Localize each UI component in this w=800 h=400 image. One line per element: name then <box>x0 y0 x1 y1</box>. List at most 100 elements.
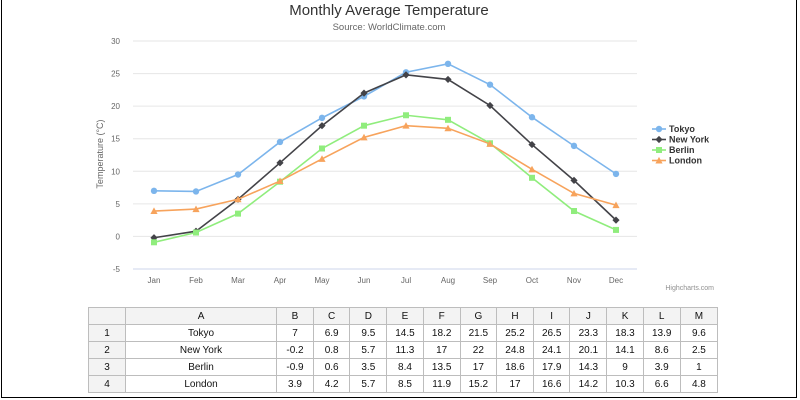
column-header[interactable]: D <box>349 307 388 325</box>
table-cell[interactable]: 9 <box>606 358 644 376</box>
table-cell[interactable]: 5.7 <box>349 341 388 359</box>
table-cell[interactable]: 24.8 <box>495 341 535 359</box>
table-cell[interactable]: 24.1 <box>533 341 571 359</box>
column-header[interactable]: B <box>275 307 315 325</box>
data-point[interactable] <box>192 188 200 195</box>
table-cell[interactable]: -0.9 <box>275 358 315 376</box>
data-point[interactable] <box>192 205 200 213</box>
data-point[interactable] <box>528 140 536 149</box>
data-point[interactable] <box>570 176 578 185</box>
data-point[interactable] <box>613 226 619 233</box>
data-point[interactable] <box>445 116 451 123</box>
table-cell[interactable]: 17 <box>422 341 461 359</box>
data-point[interactable] <box>193 229 199 236</box>
data-point[interactable] <box>150 187 158 195</box>
data-point[interactable] <box>360 89 368 97</box>
column-header[interactable]: A <box>125 307 277 325</box>
table-cell[interactable]: 21.5 <box>459 324 497 342</box>
table-cell[interactable]: 4.8 <box>679 375 719 393</box>
corner-cell[interactable] <box>87 307 127 325</box>
column-header[interactable]: G <box>459 307 497 325</box>
table-cell[interactable]: 9.5 <box>349 324 388 342</box>
table-cell[interactable]: 8.6 <box>642 341 681 359</box>
table-cell[interactable]: 0.8 <box>313 341 351 359</box>
table-cell[interactable]: 10.3 <box>606 375 644 393</box>
data-point[interactable] <box>150 207 158 215</box>
legend-marker[interactable] <box>655 135 663 144</box>
table-cell[interactable]: 17 <box>495 375 535 393</box>
data-point[interactable] <box>529 174 535 181</box>
table-cell[interactable]: 4.2 <box>313 375 351 393</box>
data-point[interactable] <box>486 101 494 110</box>
data-point[interactable] <box>151 239 157 246</box>
column-header[interactable]: C <box>313 307 351 325</box>
row-header[interactable]: 4 <box>87 375 127 393</box>
row-header[interactable]: 2 <box>87 341 127 359</box>
data-point[interactable] <box>486 140 494 147</box>
table-cell[interactable]: 18.3 <box>606 324 644 342</box>
row-header[interactable]: 3 <box>87 358 127 376</box>
series-line[interactable] <box>153 114 617 244</box>
table-cell[interactable]: 17 <box>459 358 497 376</box>
table-cell[interactable]: 18.6 <box>495 358 535 376</box>
data-point[interactable] <box>444 75 452 84</box>
legend-item[interactable]: Berlin <box>652 145 695 155</box>
table-cell[interactable]: 17.9 <box>533 358 571 376</box>
table-cell[interactable]: 16.6 <box>533 375 571 393</box>
column-header[interactable]: F <box>422 307 461 325</box>
data-point[interactable] <box>276 177 284 185</box>
data-point[interactable] <box>402 71 410 79</box>
data-point[interactable] <box>612 201 620 209</box>
table-cell[interactable]: 6.9 <box>313 324 351 342</box>
data-point[interactable] <box>276 138 284 146</box>
table-cell[interactable]: 26.5 <box>533 324 571 342</box>
row-header[interactable]: 1 <box>87 324 127 342</box>
column-header[interactable]: M <box>679 307 719 325</box>
data-point[interactable] <box>319 145 325 152</box>
table-cell[interactable]: 14.2 <box>569 375 608 393</box>
data-point[interactable] <box>612 216 620 224</box>
table-cell[interactable]: 2.5 <box>679 341 719 359</box>
table-cell[interactable]: 8.4 <box>386 358 424 376</box>
column-header[interactable]: H <box>495 307 535 325</box>
table-cell[interactable]: 5.7 <box>349 375 388 393</box>
legend-marker[interactable] <box>655 125 663 133</box>
column-header[interactable]: E <box>386 307 424 325</box>
table-cell[interactable]: 1 <box>679 358 719 376</box>
table-cell[interactable]: 6.6 <box>642 375 681 393</box>
legend-item[interactable]: New York <box>652 135 710 145</box>
credits-link[interactable]: Highcharts.com <box>665 285 714 292</box>
table-cell[interactable]: 13.9 <box>642 324 681 342</box>
data-point[interactable] <box>360 133 368 141</box>
table-cell[interactable]: 7 <box>275 324 315 342</box>
table-cell[interactable]: 11.3 <box>386 341 424 359</box>
table-cell[interactable]: 14.1 <box>606 341 644 359</box>
data-point[interactable] <box>528 114 536 121</box>
table-cell[interactable]: 14.3 <box>569 358 608 376</box>
legend-marker[interactable] <box>655 156 663 164</box>
table-cell[interactable]: Berlin <box>125 358 277 376</box>
data-point[interactable] <box>361 122 367 129</box>
data-point[interactable] <box>571 208 577 215</box>
table-cell[interactable]: 15.2 <box>459 375 497 393</box>
data-point[interactable] <box>486 81 494 88</box>
table-cell[interactable]: 13.5 <box>422 358 461 376</box>
table-cell[interactable]: 23.3 <box>569 324 608 342</box>
data-point[interactable] <box>444 124 452 132</box>
data-point[interactable] <box>318 114 326 122</box>
table-cell[interactable]: Tokyo <box>125 324 277 342</box>
legend-marker[interactable] <box>656 147 662 153</box>
table-cell[interactable]: London <box>125 375 277 393</box>
legend-item[interactable]: Tokyo <box>652 124 695 134</box>
data-point[interactable] <box>318 155 326 162</box>
table-cell[interactable]: New York <box>125 341 277 359</box>
series-line[interactable] <box>153 62 617 193</box>
legend-item[interactable]: London <box>652 156 702 166</box>
table-cell[interactable]: 3.9 <box>275 375 315 393</box>
table-cell[interactable]: -0.2 <box>275 341 315 359</box>
data-point[interactable] <box>528 165 536 173</box>
table-cell[interactable]: 20.1 <box>569 341 608 359</box>
series-line[interactable] <box>153 124 617 212</box>
data-point[interactable] <box>444 60 452 67</box>
table-cell[interactable]: 8.5 <box>386 375 424 393</box>
